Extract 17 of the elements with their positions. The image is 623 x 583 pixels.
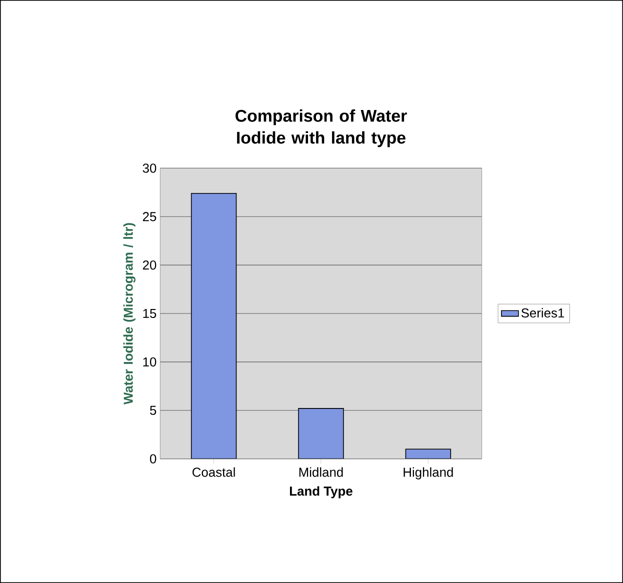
bar (190, 192, 237, 459)
y-axis-title: Water Iodide (Microgram / ltr) (123, 223, 136, 404)
bar (298, 408, 344, 459)
y-tick-label: 20 (142, 260, 156, 270)
x-tick-label: Highland (404, 467, 453, 480)
y-tick-label: 30 (142, 164, 156, 173)
x-axis-title: Land Type (290, 486, 352, 498)
bar (405, 448, 452, 459)
x-tick-label: Midland (299, 467, 343, 477)
x-tick-label: Coastal (192, 467, 235, 477)
y-tick-label: 5 (150, 406, 156, 415)
legend-label: Series1 (521, 308, 564, 318)
chart-title: Comparison of Water Iodide with land type (236, 109, 407, 148)
y-tick-label: 10 (143, 357, 156, 366)
y-tick-label: 0 (150, 454, 156, 464)
y-tick-label: 25 (142, 212, 156, 222)
y-tick-label: 15 (143, 308, 156, 318)
